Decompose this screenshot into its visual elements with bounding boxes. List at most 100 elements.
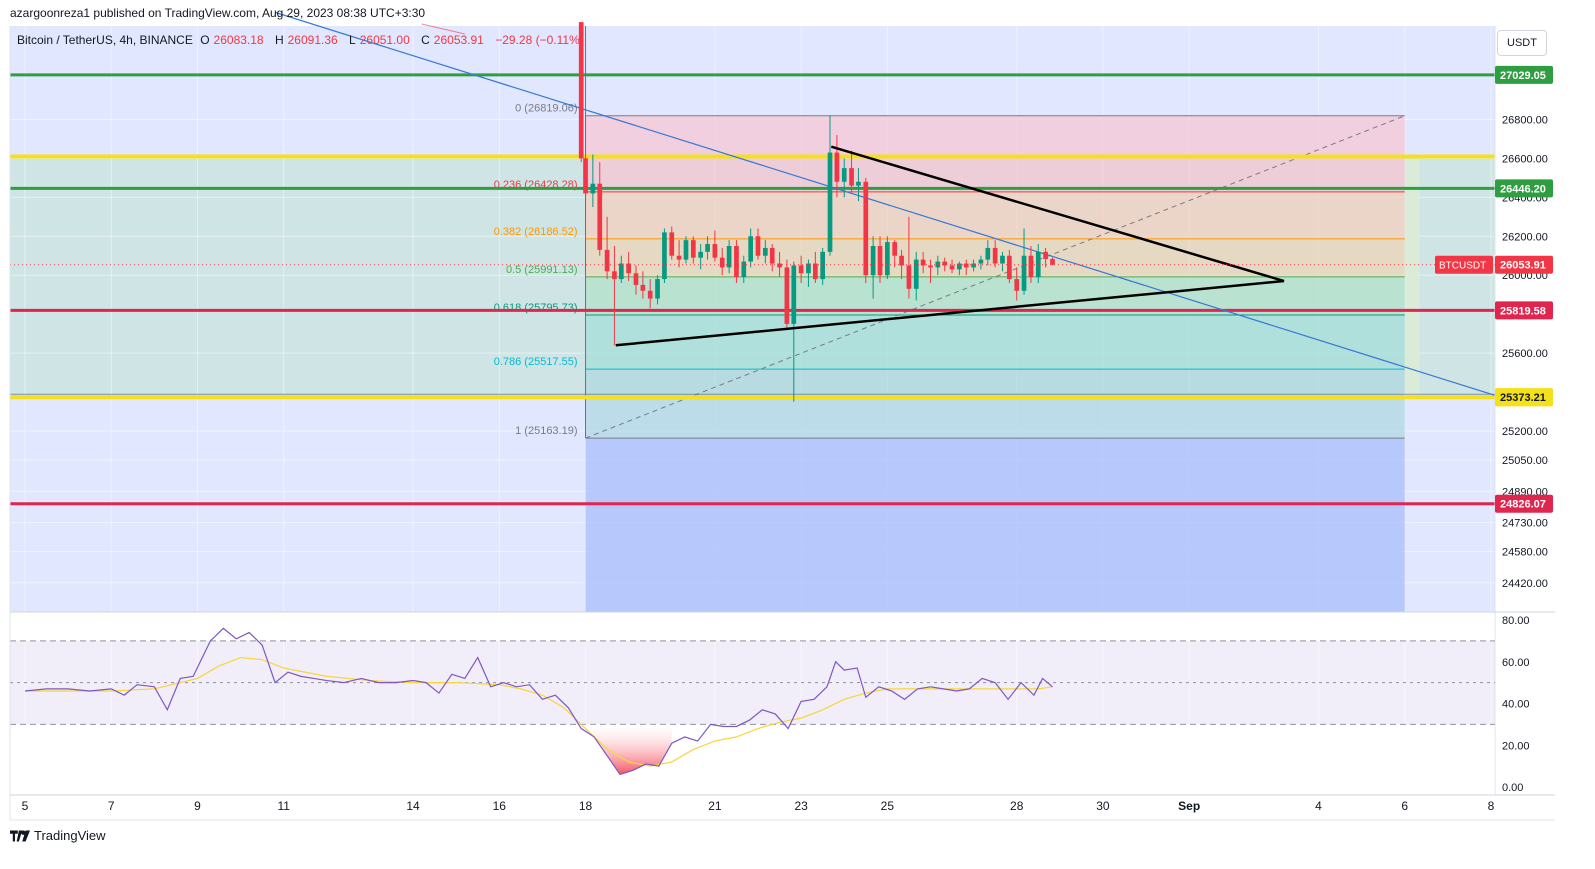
footer-brand[interactable]: TradingView <box>10 828 106 843</box>
range-zone-tail <box>1404 156 1420 398</box>
candle-body-up <box>726 245 732 268</box>
candle-body-down <box>834 152 840 182</box>
descending-trendline <box>274 11 1578 422</box>
price-level-badge <box>1495 65 1553 84</box>
candle-body-up <box>806 263 811 274</box>
low-value: 26051.00 <box>359 33 410 47</box>
price-axis-tick: 25600.00 <box>1502 348 1548 360</box>
candle-body-down <box>863 181 869 276</box>
symbol-legend: Bitcoin / TetherUS, 4h, BINANCE O 26083.1… <box>17 33 588 47</box>
candle-body-down <box>877 245 883 276</box>
candle-body-down <box>583 158 588 194</box>
current-price-badge-label: 26053.91 <box>1500 260 1546 272</box>
time-axis-tick: 30 <box>1096 799 1110 813</box>
price-level-badge <box>1495 494 1553 513</box>
time-axis-tick: 4 <box>1315 799 1322 813</box>
tradingview-logo-icon <box>10 829 30 842</box>
time-axis-tick: 28 <box>1010 799 1024 813</box>
time-axis-tick: 14 <box>406 799 420 813</box>
candle-body-down <box>928 265 933 268</box>
candle-body-down <box>597 183 603 250</box>
fib-level-label: 0.5 (25991.13) <box>506 264 578 276</box>
price-level-badge <box>1495 388 1553 407</box>
candle-body-down <box>1050 259 1055 265</box>
price-axis-tick: 24730.00 <box>1502 517 1548 529</box>
candle-body-up <box>618 263 624 280</box>
price-level-badge-label: 25819.58 <box>1500 305 1546 317</box>
symbol-title[interactable]: Bitcoin / TetherUS, 4h, BINANCE <box>17 33 193 47</box>
candle-body-up <box>935 261 941 268</box>
open-value: 26083.18 <box>213 33 264 47</box>
candle-body-up <box>885 242 890 276</box>
candle-body-down <box>719 257 725 268</box>
time-axis-tick: 6 <box>1401 799 1408 813</box>
candle-body-down <box>640 284 646 291</box>
projection-zone-fill <box>585 438 1405 612</box>
candle-body-up <box>762 247 768 256</box>
candle-body-up <box>971 263 976 268</box>
time-axis-tick: 11 <box>277 799 290 813</box>
candle-body-up <box>748 236 754 262</box>
fib-band <box>585 369 1405 439</box>
candle-body-down <box>626 263 631 274</box>
candle-body-down <box>963 263 969 268</box>
candle-body-up <box>870 245 876 276</box>
candle-body-down <box>920 259 926 266</box>
candle-body-up <box>827 152 833 252</box>
candle-body-up <box>662 232 667 280</box>
close-key: C <box>421 33 430 47</box>
candle-body-down <box>755 236 761 256</box>
time-axis-tick: 25 <box>881 799 895 813</box>
rsi-axis-tick: 60.00 <box>1502 657 1530 669</box>
price-axis-background <box>1495 0 1595 869</box>
fib-band <box>585 115 1405 192</box>
price-axis-tick: 26800.00 <box>1502 114 1548 126</box>
candle-body-down <box>942 261 948 266</box>
candle-body-up <box>978 259 984 264</box>
fib-band <box>585 191 1405 239</box>
fib-level-label: 0 (26819.06) <box>515 103 577 115</box>
price-axis-tick: 25200.00 <box>1502 426 1548 438</box>
candle-body-down <box>690 240 696 258</box>
time-axis-tick: 16 <box>493 799 507 813</box>
fib-band <box>585 314 1405 370</box>
candle-body-up <box>913 259 919 289</box>
time-axis-tick: 18 <box>579 799 593 813</box>
price-level-badge <box>1495 179 1553 198</box>
time-axis-tick: 21 <box>708 799 722 813</box>
open-key: O <box>200 33 210 47</box>
fib-level-label: 0.382 (26186.52) <box>494 226 578 238</box>
fib-level-label: 1 (25163.19) <box>515 425 577 437</box>
candle-body-down <box>906 265 912 289</box>
symbol-price-badge-label: BTCUSDT <box>1439 261 1486 272</box>
rsi-axis-tick: 40.00 <box>1502 699 1530 711</box>
candle-body-down <box>669 232 675 256</box>
price-level-badge-label: 24826.07 <box>1500 499 1546 511</box>
candle-body-down <box>734 245 739 278</box>
candle-body-up <box>741 261 747 278</box>
offscreen-drawing-fragment <box>421 23 465 35</box>
candle-body-up <box>957 263 962 270</box>
candle-body-down <box>892 242 898 256</box>
candle-body-up <box>698 251 703 258</box>
candle-body-up <box>705 244 710 252</box>
price-axis-tick: 24420.00 <box>1502 578 1548 590</box>
price-level-badge-label: 25373.21 <box>1500 392 1546 404</box>
candle-body-down <box>784 267 790 324</box>
footer-brand-label: TradingView <box>34 828 106 843</box>
price-level-badge-label: 27029.05 <box>1500 70 1546 82</box>
candle-body-down <box>899 255 904 266</box>
low-key: L <box>349 33 356 47</box>
candle-body-up <box>791 265 797 324</box>
currency-unit-button[interactable]: USDT <box>1497 30 1547 56</box>
candle-body-down <box>777 263 782 268</box>
price-axis-tick: 26600.00 <box>1502 153 1548 165</box>
candle-body-up <box>856 181 861 186</box>
candle-body-up <box>590 183 596 194</box>
rsi-axis-tick: 20.00 <box>1502 740 1530 752</box>
time-axis-tick: 7 <box>108 799 115 813</box>
rsi-axis-tick: 80.00 <box>1502 615 1530 627</box>
rsi-axis-tick: 0.00 <box>1502 782 1523 794</box>
triangle-lower-line <box>615 279 1285 347</box>
